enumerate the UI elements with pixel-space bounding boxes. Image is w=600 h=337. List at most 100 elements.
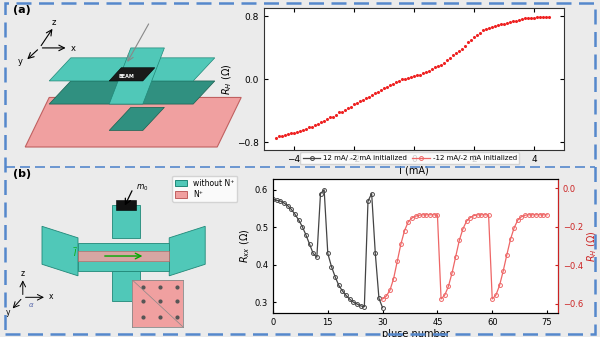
-12 mA/-2 mA initialized — [525, 213, 532, 217]
-12 mA/-2 mA initialized — [437, 297, 445, 301]
Point — [493, 22, 503, 27]
Line: -12 mA/-2 mA initialized: -12 mA/-2 mA initialized — [380, 213, 549, 301]
12 mA/ -2 mA initialized — [324, 251, 331, 255]
Point — [391, 80, 401, 85]
-12 mA/-2 mA initialized — [404, 220, 412, 224]
Point — [451, 50, 461, 55]
FancyBboxPatch shape — [112, 271, 140, 301]
Text: BEAM: BEAM — [119, 74, 134, 79]
-12 mA/-2 mA initialized — [390, 277, 397, 281]
-12 mA/-2 mA initialized — [474, 213, 481, 217]
Point — [436, 62, 446, 67]
Point — [454, 48, 464, 53]
Point — [382, 85, 392, 90]
Point — [508, 19, 518, 24]
-12 mA/-2 mA initialized — [401, 228, 408, 233]
12 mA/ -2 mA initialized — [332, 275, 339, 279]
Point — [361, 96, 371, 101]
12 mA/ -2 mA initialized — [302, 233, 310, 237]
Point — [448, 53, 458, 58]
Polygon shape — [49, 58, 215, 81]
Text: z: z — [20, 269, 25, 278]
-12 mA/-2 mA initialized — [540, 213, 547, 217]
12 mA/ -2 mA initialized — [372, 251, 379, 255]
Point — [385, 83, 395, 88]
Polygon shape — [25, 97, 241, 147]
X-axis label: I (mA): I (mA) — [399, 165, 429, 175]
Point — [271, 135, 281, 141]
12 mA/ -2 mA initialized — [379, 306, 386, 310]
-12 mA/-2 mA initialized — [478, 213, 485, 217]
-12 mA/-2 mA initialized — [532, 213, 539, 217]
-12 mA/-2 mA initialized — [507, 237, 514, 241]
-12 mA/-2 mA initialized — [394, 259, 401, 264]
Point — [301, 126, 311, 131]
-12 mA/-2 mA initialized — [481, 213, 488, 217]
Y-axis label: $R_H\ (\Omega)$: $R_H\ (\Omega)$ — [221, 63, 235, 95]
12 mA/ -2 mA initialized — [361, 305, 368, 309]
12 mA/ -2 mA initialized — [306, 242, 313, 246]
Point — [517, 16, 527, 22]
-12 mA/-2 mA initialized — [397, 242, 404, 246]
Point — [400, 76, 410, 81]
Point — [424, 68, 434, 73]
Point — [349, 102, 359, 107]
Point — [403, 75, 413, 80]
-12 mA/-2 mA initialized — [488, 297, 496, 301]
-12 mA/-2 mA initialized — [383, 294, 390, 298]
-12 mA/-2 mA initialized — [408, 216, 415, 220]
Point — [352, 100, 362, 105]
Point — [289, 130, 299, 135]
Point — [334, 110, 344, 115]
Text: $\alpha$: $\alpha$ — [28, 301, 34, 309]
12 mA/ -2 mA initialized — [328, 265, 335, 269]
-12 mA/-2 mA initialized — [492, 293, 499, 297]
Point — [283, 131, 293, 136]
Point — [475, 30, 485, 35]
-12 mA/-2 mA initialized — [452, 254, 459, 258]
12 mA/ -2 mA initialized — [364, 199, 371, 203]
Point — [529, 15, 539, 21]
Point — [490, 23, 500, 28]
Text: (b): (b) — [13, 169, 31, 179]
Point — [526, 15, 536, 21]
Point — [292, 130, 302, 135]
-12 mA/-2 mA initialized — [521, 213, 529, 217]
12 mA/ -2 mA initialized — [376, 297, 383, 301]
12 mA/ -2 mA initialized — [299, 224, 306, 228]
Point — [511, 18, 521, 23]
12 mA/ -2 mA initialized — [313, 255, 320, 259]
Point — [346, 104, 356, 110]
-12 mA/-2 mA initialized — [456, 238, 463, 242]
Point — [535, 14, 545, 19]
12 mA/ -2 mA initialized — [350, 300, 357, 304]
Point — [418, 70, 428, 75]
Point — [307, 124, 317, 129]
Point — [364, 94, 374, 99]
Text: (a): (a) — [13, 5, 31, 15]
Y-axis label: $R_{xx}\ (\Omega)$: $R_{xx}\ (\Omega)$ — [239, 229, 252, 263]
Point — [286, 131, 296, 136]
12 mA/ -2 mA initialized — [284, 204, 291, 208]
12 mA/ -2 mA initialized — [343, 294, 350, 298]
-12 mA/-2 mA initialized — [427, 213, 434, 217]
Point — [499, 21, 509, 27]
Polygon shape — [109, 48, 164, 104]
Point — [442, 57, 452, 63]
Polygon shape — [169, 226, 205, 276]
Point — [406, 74, 416, 79]
-12 mA/-2 mA initialized — [470, 214, 478, 218]
-12 mA/-2 mA initialized — [511, 226, 518, 230]
Point — [514, 17, 524, 22]
12 mA/ -2 mA initialized — [273, 198, 280, 202]
12 mA/ -2 mA initialized — [320, 188, 328, 192]
-12 mA/-2 mA initialized — [460, 227, 467, 231]
12 mA/ -2 mA initialized — [317, 191, 324, 195]
-12 mA/-2 mA initialized — [503, 253, 511, 257]
-12 mA/-2 mA initialized — [463, 219, 470, 223]
Text: x: x — [49, 292, 54, 301]
Point — [373, 89, 383, 95]
Point — [484, 25, 494, 30]
Point — [478, 28, 488, 33]
Text: x: x — [71, 44, 76, 53]
